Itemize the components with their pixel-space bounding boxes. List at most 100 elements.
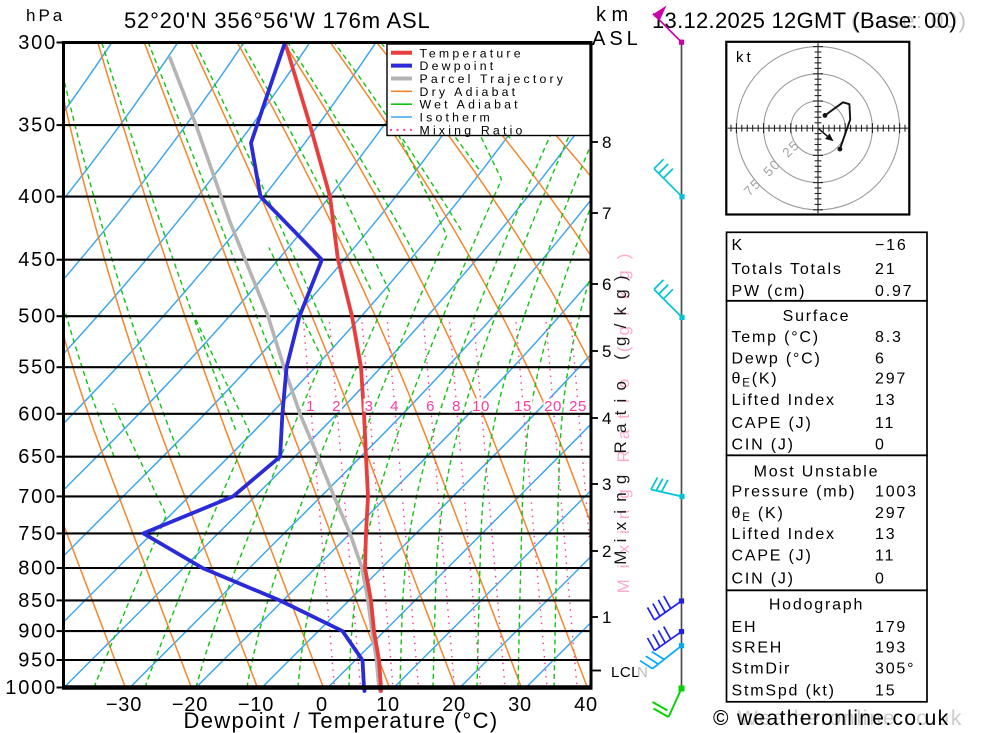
svg-text:3: 3 <box>602 475 612 494</box>
svg-text:Totals Totals: Totals Totals <box>732 261 843 278</box>
svg-text:297: 297 <box>875 371 907 388</box>
svg-text:Dewpoint / Temperature (°C): Dewpoint / Temperature (°C) <box>183 708 498 733</box>
svg-text:Lifted Index: Lifted Index <box>732 392 836 409</box>
svg-text:CIN (J): CIN (J) <box>732 437 795 454</box>
svg-text:900: 900 <box>18 621 57 643</box>
svg-text:Mixing Ratio: Mixing Ratio <box>420 123 526 137</box>
svg-text:500: 500 <box>18 306 57 328</box>
svg-text:20: 20 <box>442 694 466 716</box>
svg-text:0: 0 <box>316 694 328 716</box>
svg-text:700: 700 <box>18 486 57 508</box>
svg-text:PW (cm): PW (cm) <box>732 283 807 300</box>
svg-text:300: 300 <box>18 32 57 54</box>
svg-text:13.12.2025 12GMT (Base: 00): 13.12.2025 12GMT (Base: 00) <box>652 8 957 33</box>
svg-text:1003: 1003 <box>875 484 918 501</box>
svg-text:θE (K): θE (K) <box>732 505 785 524</box>
svg-text:Most Unstable: Most Unstable <box>754 464 880 481</box>
svg-text:11: 11 <box>875 547 895 564</box>
svg-text:850: 850 <box>18 590 57 612</box>
svg-text:13: 13 <box>875 392 896 409</box>
svg-text:10: 10 <box>376 694 400 716</box>
svg-text:−10: −10 <box>238 694 274 716</box>
svg-text:Isotherm: Isotherm <box>420 111 493 125</box>
svg-text:650: 650 <box>18 446 57 468</box>
svg-text:6: 6 <box>426 398 435 415</box>
svg-text:EH: EH <box>732 619 758 636</box>
svg-text:8: 8 <box>452 398 461 415</box>
svg-text:350: 350 <box>18 115 57 137</box>
svg-text:K: K <box>732 237 744 254</box>
svg-text:25: 25 <box>569 398 587 415</box>
svg-text:−16: −16 <box>875 237 908 254</box>
svg-text:hPa: hPa <box>26 6 65 25</box>
svg-text:30: 30 <box>508 694 532 716</box>
svg-text:2: 2 <box>602 542 612 561</box>
svg-text:4: 4 <box>602 409 612 428</box>
svg-text:Dry Adiabat: Dry Adiabat <box>420 85 519 99</box>
svg-text:15: 15 <box>875 683 896 700</box>
svg-text:kt: kt <box>736 49 754 66</box>
svg-text:15: 15 <box>514 398 532 415</box>
svg-text:Hodograph: Hodograph <box>769 597 864 614</box>
svg-text:−20: −20 <box>172 694 208 716</box>
svg-text:Dewp (°C): Dewp (°C) <box>732 351 822 368</box>
svg-text:800: 800 <box>18 558 57 580</box>
svg-text:950: 950 <box>18 650 57 672</box>
svg-text:Mixing Ratio (g/kg): Mixing Ratio (g/kg) <box>614 243 633 594</box>
svg-text:1: 1 <box>602 608 612 627</box>
svg-text:13: 13 <box>875 526 896 543</box>
svg-text:Temp (°C): Temp (°C) <box>732 329 820 346</box>
svg-text:N: N <box>637 664 648 681</box>
svg-text:8: 8 <box>602 133 612 152</box>
svg-text:Pressure (mb): Pressure (mb) <box>732 484 857 501</box>
svg-text:θE(K): θE(K) <box>732 371 779 390</box>
svg-text:Mixing Ratio (g/kg): Mixing Ratio (g/kg) <box>611 267 630 565</box>
svg-text:550: 550 <box>18 357 57 379</box>
svg-text:0.97: 0.97 <box>875 283 913 300</box>
svg-text:4: 4 <box>390 398 399 415</box>
svg-text:20: 20 <box>544 398 562 415</box>
svg-text:−30: −30 <box>106 694 142 716</box>
svg-text:CIN (J): CIN (J) <box>732 571 795 588</box>
svg-text:52°20'N 356°56'W 176m ASL: 52°20'N 356°56'W 176m ASL <box>124 8 431 33</box>
svg-text:10: 10 <box>472 398 490 415</box>
svg-text:(Base: 00): (Base: 00) <box>851 8 968 33</box>
svg-text:LCL: LCL <box>611 664 640 681</box>
svg-text:CAPE (J): CAPE (J) <box>732 415 813 432</box>
svg-text:StmSpd (kt): StmSpd (kt) <box>732 683 836 700</box>
svg-text:7: 7 <box>602 204 612 223</box>
svg-text:Temperature: Temperature <box>420 46 524 60</box>
svg-text:0: 0 <box>875 571 886 588</box>
svg-text:© Weatheronline.co.uk: © Weatheronline.co.uk <box>713 707 963 730</box>
svg-text:8.3: 8.3 <box>875 329 903 346</box>
svg-text:600: 600 <box>18 403 57 425</box>
svg-text:297: 297 <box>875 505 907 522</box>
svg-text:2: 2 <box>332 398 341 415</box>
svg-text:3: 3 <box>365 398 374 415</box>
svg-text:40: 40 <box>574 694 598 716</box>
svg-text:193: 193 <box>875 639 907 656</box>
svg-text:Dewpoint: Dewpoint <box>420 59 497 73</box>
svg-text:SREH: SREH <box>732 639 784 656</box>
svg-text:179: 179 <box>875 619 907 636</box>
svg-text:6: 6 <box>602 275 612 294</box>
svg-text:0: 0 <box>875 437 886 454</box>
svg-text:750: 750 <box>18 523 57 545</box>
svg-text:Parcel Trajectory: Parcel Trajectory <box>420 72 567 86</box>
svg-text:ASL: ASL <box>592 28 642 50</box>
svg-text:305°: 305° <box>875 661 915 678</box>
svg-text:1000: 1000 <box>5 677 57 699</box>
svg-text:© weatheronline.co.uk: © weatheronline.co.uk <box>713 707 949 730</box>
svg-text:km: km <box>596 4 634 26</box>
svg-text:11: 11 <box>875 415 895 432</box>
svg-text:21: 21 <box>875 261 896 278</box>
svg-text:Surface: Surface <box>783 308 851 325</box>
svg-text:1: 1 <box>306 398 315 415</box>
svg-text:5: 5 <box>602 342 612 361</box>
svg-text:Lifted Index: Lifted Index <box>732 526 836 543</box>
svg-text:CAPE (J): CAPE (J) <box>732 547 813 564</box>
svg-text:400: 400 <box>18 186 57 208</box>
svg-text:450: 450 <box>18 249 57 271</box>
svg-text:Wet Adiabat: Wet Adiabat <box>420 98 521 112</box>
svg-text:6: 6 <box>875 351 886 368</box>
